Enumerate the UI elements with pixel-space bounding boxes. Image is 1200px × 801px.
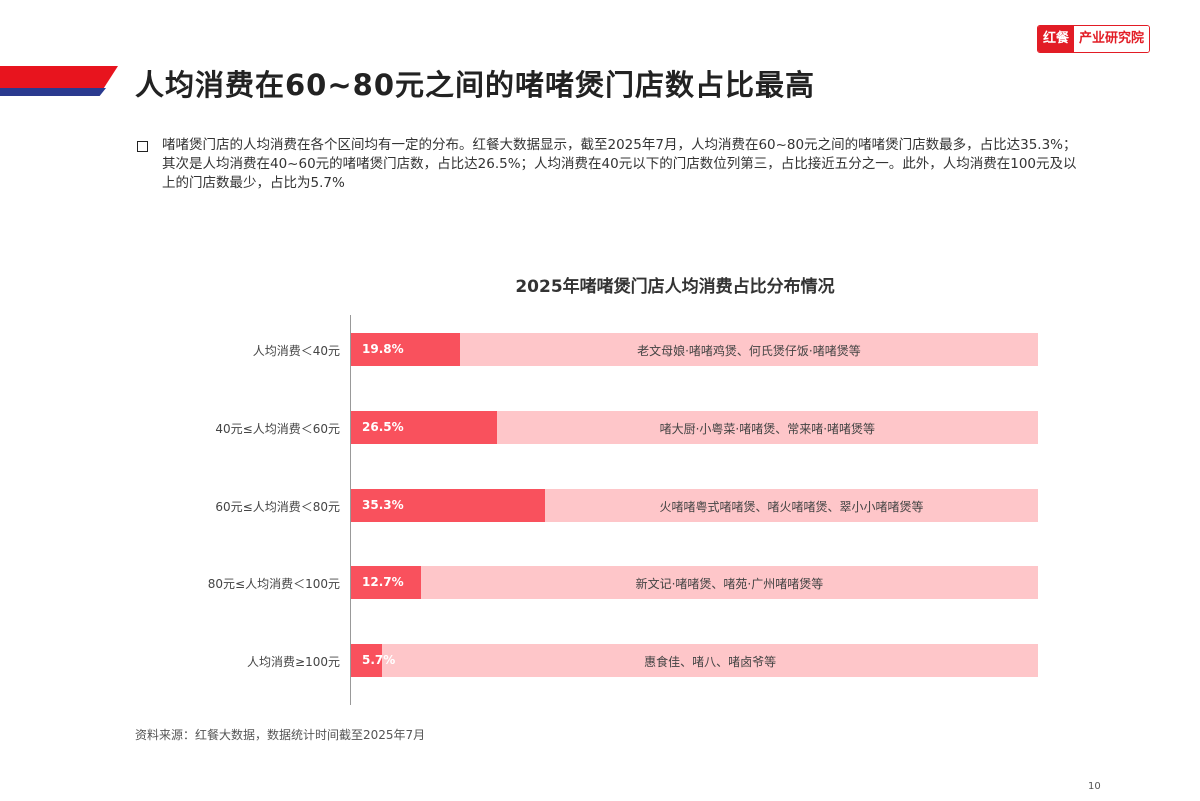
bar-value-label: 5.7% xyxy=(362,653,396,667)
source-note: 资料来源：红餐大数据，数据统计时间截至2025年7月 xyxy=(135,728,426,742)
bar-value-label: 12.7% xyxy=(362,575,404,589)
bar-annotation: 老文母娘·啫啫鸡煲、何氏煲仔饭·啫啫煲等 xyxy=(637,344,861,358)
bar-track xyxy=(351,566,1038,599)
category-label: 60元≤人均消费＜80元 xyxy=(215,500,340,514)
bar-track xyxy=(351,333,1038,366)
category-label: 80元≤人均消费＜100元 xyxy=(207,577,340,591)
bar xyxy=(351,644,383,677)
bar-annotation: 火啫啫粤式啫啫煲、啫火啫啫煲、翠小小啫啫煲等 xyxy=(659,500,924,514)
page-title: 人均消费在60~80元之间的啫啫煲门店数占比最高 xyxy=(135,68,816,102)
bar-track xyxy=(351,644,1038,677)
bullet-square-icon xyxy=(137,141,148,152)
bar-annotation: 惠食佳、啫八、啫卤爷等 xyxy=(644,655,777,669)
bar xyxy=(351,489,545,522)
bar xyxy=(351,411,497,444)
category-label: 人均消费≥100元 xyxy=(247,655,340,669)
header-banner-blue xyxy=(0,88,106,96)
logo-red-text: 红餐 xyxy=(1038,26,1075,52)
bar-annotation: 啫大厨·小粤菜·啫啫煲、常来啫·啫啫煲等 xyxy=(659,422,876,436)
chart-axis-line xyxy=(350,315,351,705)
bar-value-label: 19.8% xyxy=(362,342,404,356)
bar-value-label: 35.3% xyxy=(362,498,404,512)
bar xyxy=(351,333,460,366)
bar-value-label: 26.5% xyxy=(362,420,404,434)
category-label: 人均消费＜40元 xyxy=(252,344,340,358)
page-number: 10 xyxy=(1088,781,1101,792)
summary-paragraph: 啫啫煲门店的人均消费在各个区间均有一定的分布。红餐大数据显示，截至2025年7月… xyxy=(162,137,1077,191)
category-label: 40元≤人均消费＜60元 xyxy=(215,422,340,436)
brand-logo: 红餐 产业研究院 xyxy=(1037,25,1151,53)
bar xyxy=(351,566,421,599)
logo-text: 产业研究院 xyxy=(1074,26,1150,52)
header-banner-red xyxy=(0,66,118,88)
chart-title: 2025年啫啫煲门店人均消费占比分布情况 xyxy=(515,277,835,297)
bar-annotation: 新文记·啫啫煲、啫苑·广州啫啫煲等 xyxy=(635,577,824,591)
